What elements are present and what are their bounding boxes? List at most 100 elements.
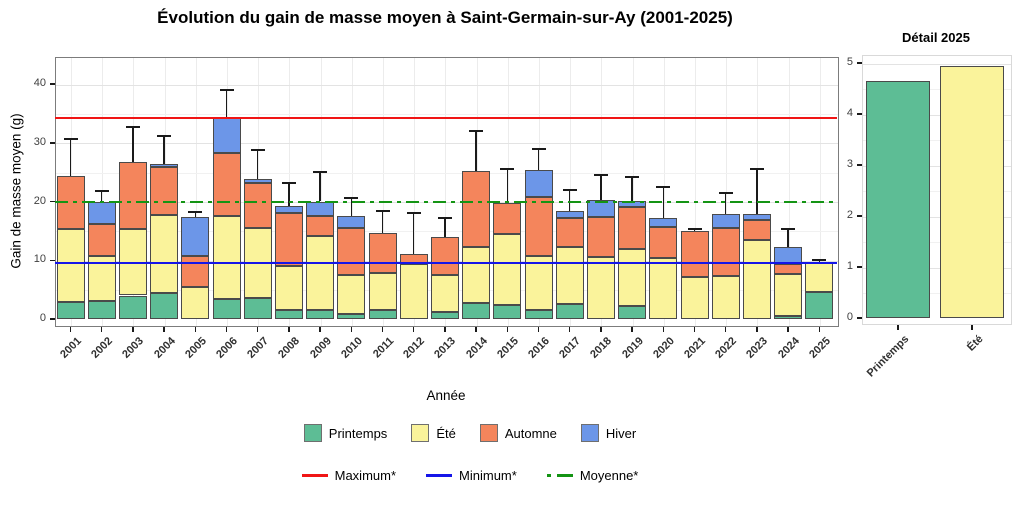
bar-segment-2004-printemps	[150, 292, 179, 319]
x-axis-tick	[662, 327, 665, 332]
x-axis-tick	[381, 327, 384, 332]
detail-y-tick-label: 3	[846, 158, 853, 170]
x-axis-tick	[132, 327, 134, 332]
line-legend: Maximum* Minimum* Moyenne*	[30, 468, 910, 483]
x-tick-label-2007: 2007	[245, 335, 272, 361]
x-tick-label-2015: 2015	[494, 335, 521, 361]
bar-segment-2002-printemps	[87, 301, 116, 319]
detail-y-tick-label: 5	[846, 56, 853, 68]
bar-segment-2005-automne	[181, 256, 210, 288]
error-bar-2014	[475, 131, 477, 171]
bar-segment-2004-été	[150, 215, 179, 293]
bar-segment-2016-printemps	[524, 310, 553, 319]
bar-segment-2017-printemps	[555, 303, 584, 319]
detail-y-axis-tick	[857, 164, 862, 166]
detail-y-tick-label: 2	[846, 209, 853, 221]
x-tick-label-2018: 2018	[588, 335, 615, 361]
detail-y-axis-tick	[857, 266, 862, 268]
error-bar-2010	[350, 197, 353, 217]
error-bar-2018	[600, 175, 602, 200]
error-bar-cap-2005	[188, 211, 203, 214]
y-axis-tick	[50, 200, 55, 203]
gridline-major	[56, 84, 838, 86]
bar-segment-2007-hiver	[243, 178, 272, 183]
x-axis-tick	[693, 327, 696, 332]
bar-segment-2010-automne	[337, 227, 366, 275]
x-axis-tick	[288, 327, 290, 332]
bar-segment-2001-été	[56, 228, 85, 302]
bar-segment-2006-printemps	[212, 299, 241, 319]
error-bar-2002	[100, 190, 103, 203]
y-tick-label: 30	[33, 135, 46, 148]
bar-segment-2008-automne	[274, 213, 303, 266]
error-bar-cap-2002	[94, 189, 109, 192]
bar-segment-2023-hiver	[742, 213, 771, 220]
automne-color-swatch	[479, 424, 498, 442]
gridline-vertical	[695, 58, 696, 326]
detail-y-axis-tick	[857, 62, 862, 64]
bar-segment-2023-automne	[742, 219, 771, 241]
x-axis-tick	[631, 327, 633, 332]
bar-segment-2002-hiver	[87, 202, 116, 225]
y-axis-tick	[50, 318, 55, 320]
y-axis-tick	[50, 259, 55, 261]
x-axis-tick	[319, 327, 321, 332]
bar-segment-2003-automne	[118, 161, 147, 229]
x-tick-label-2008: 2008	[276, 335, 303, 361]
error-bar-2006	[225, 90, 228, 119]
bar-segment-2022-été	[711, 276, 740, 319]
detail-bar-été	[940, 65, 1004, 318]
bar-segment-2017-hiver	[555, 210, 584, 218]
x-axis-tick	[100, 327, 103, 332]
gridline-major	[56, 143, 838, 145]
bar-segment-2024-été	[774, 274, 803, 317]
x-axis-tick	[600, 327, 602, 332]
error-bar-2013	[444, 217, 446, 238]
error-bar-cap-2003	[125, 125, 140, 128]
bar-segment-2013-printemps	[430, 311, 459, 319]
bar-segment-2014-été	[462, 247, 491, 303]
detail-y-tick-label: 4	[846, 107, 853, 119]
gridline-vertical	[507, 58, 509, 326]
bar-segment-2013-été	[430, 274, 459, 312]
y-tick-label: 10	[33, 253, 46, 266]
x-tick-label-2011: 2011	[370, 335, 396, 361]
x-tick-label-2006: 2006	[214, 335, 240, 361]
bar-segment-2016-automne	[524, 197, 553, 257]
x-axis-tick	[412, 327, 415, 332]
ref-line-maximum	[55, 117, 837, 120]
error-bar-cap-2010	[344, 196, 359, 199]
bar-segment-2004-hiver	[150, 164, 179, 167]
x-axis-tick	[256, 327, 259, 332]
bar-segment-2004-automne	[150, 166, 179, 215]
gridline-minor	[56, 231, 838, 233]
bar-segment-2007-printemps	[243, 297, 272, 319]
bar-segment-2023-été	[742, 240, 771, 319]
error-bar-cap-2016	[531, 147, 546, 150]
bar-segment-2020-été	[649, 257, 678, 319]
gridline-vertical	[663, 58, 665, 326]
error-bar-cap-2018	[593, 174, 608, 177]
gridline-minor	[56, 113, 838, 115]
y-tick-label: 0	[39, 312, 46, 324]
bar-segment-2006-été	[212, 216, 241, 300]
detail-y-axis-tick	[857, 317, 862, 319]
error-bar-cap-2014	[469, 130, 484, 132]
bar-segment-2005-été	[181, 287, 210, 319]
legend-label: Hiver	[605, 425, 637, 441]
printemps-color-swatch	[303, 424, 322, 442]
gridline-minor	[863, 89, 1011, 90]
gridline-minor	[863, 140, 1011, 141]
gridline-major	[863, 165, 1011, 167]
gridline-vertical	[445, 58, 447, 326]
x-tick-label-2003: 2003	[120, 335, 147, 361]
gridline-major	[863, 267, 1011, 269]
error-bar-cap-2006	[219, 89, 234, 92]
gridline-vertical	[632, 58, 634, 326]
legend-label: Printemps	[328, 425, 388, 441]
error-bar-2005	[194, 212, 197, 218]
gridline-vertical	[195, 58, 197, 326]
x-axis-tick	[350, 327, 353, 332]
detail-y-axis-tick	[857, 215, 862, 217]
x-tick-label-2012: 2012	[401, 335, 428, 361]
